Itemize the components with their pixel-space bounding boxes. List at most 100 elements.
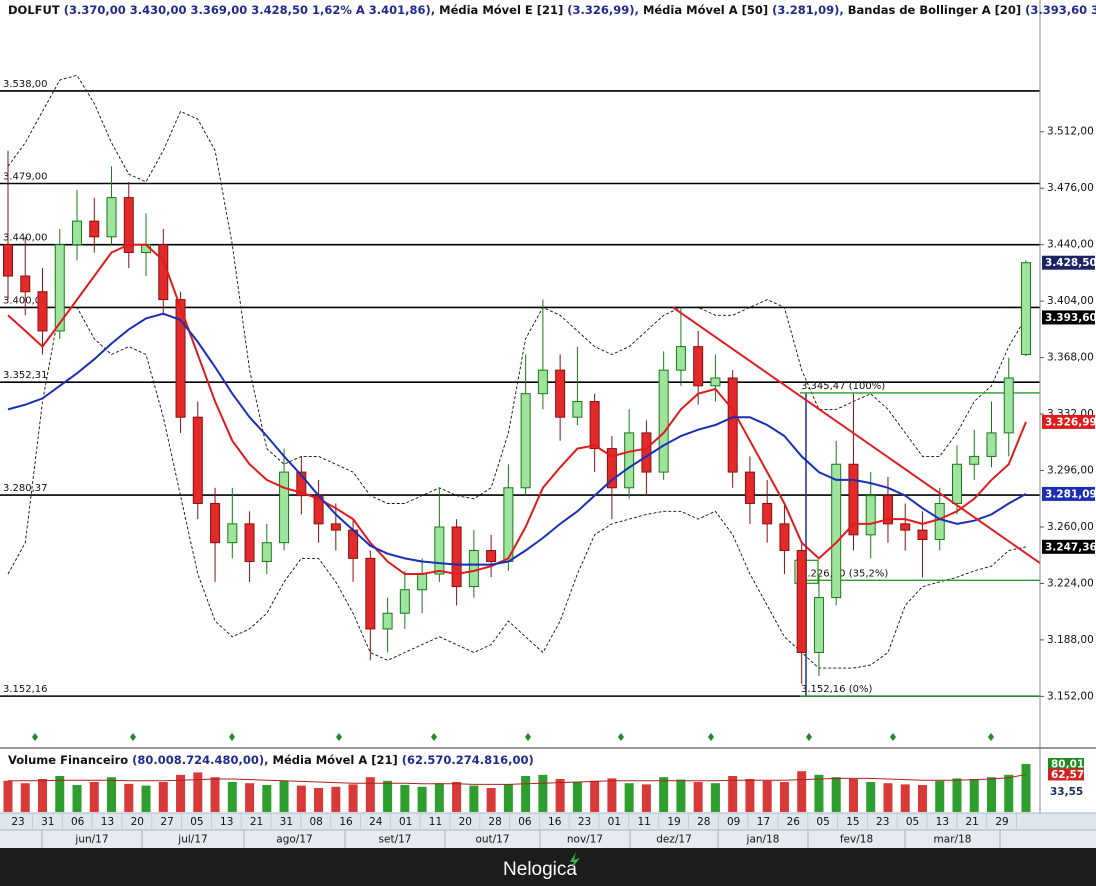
candle-body — [520, 393, 531, 489]
candle-body — [710, 377, 721, 387]
indicator-summary: (3.281,09), — [772, 3, 844, 17]
candle-body — [796, 550, 807, 653]
candle-body — [572, 401, 583, 418]
volume-bar — [641, 784, 651, 812]
volume-bar — [348, 784, 358, 812]
candle-body — [606, 448, 617, 489]
signal-marker — [988, 733, 994, 741]
volume-bar — [89, 782, 99, 812]
indicator-name: Bandas de Bollinger A [20] — [848, 3, 1021, 17]
x-tick-label: 31 — [280, 816, 293, 828]
candle-body — [348, 529, 359, 559]
volume-tag — [1048, 768, 1084, 781]
volume-bar — [55, 776, 65, 812]
candle-body — [675, 346, 686, 371]
x-tick-label: 21 — [250, 816, 263, 828]
level-label: 3.152,16 — [3, 684, 48, 695]
x-tick-label: 06 — [518, 816, 532, 828]
signal-marker — [890, 733, 896, 741]
fib-label: 3.226,00 (35,2%) — [801, 568, 888, 579]
volume-tag — [1048, 757, 1084, 770]
y-tick-label: 3.188,00 — [1047, 634, 1094, 646]
volume-title: Volume Financeiro — [8, 753, 128, 767]
candle-body — [831, 463, 842, 599]
candle-body — [1003, 377, 1014, 434]
candle-body — [296, 471, 307, 497]
volume-bar — [331, 786, 341, 812]
volume-bar — [365, 777, 375, 812]
signal-marker — [431, 733, 437, 741]
candle-body — [3, 244, 13, 277]
candle-body — [779, 523, 790, 552]
month-label: mar/18 — [934, 834, 972, 846]
candle-body — [762, 502, 773, 525]
x-tick-label: 05 — [906, 816, 919, 828]
volume-bar — [814, 774, 824, 812]
candle-body — [900, 523, 911, 531]
x-tick-label: 13 — [220, 816, 233, 828]
bollinger-lower — [7, 306, 1027, 669]
price-tag — [1042, 486, 1095, 501]
candle-body — [451, 526, 462, 588]
indicator-summary: (3.326,99), — [567, 3, 639, 17]
candle-body — [89, 220, 100, 238]
price-tag-label: 3.393,60 — [1045, 312, 1096, 324]
candle-body — [175, 299, 186, 418]
volume-bar — [590, 780, 600, 812]
candle-body — [503, 487, 514, 562]
volume-bar — [521, 776, 531, 812]
x-tick-label: 09 — [727, 816, 740, 828]
price-tag — [1042, 255, 1095, 270]
signal-marker — [708, 733, 714, 741]
candle-body — [417, 573, 428, 591]
x-tick-label: 24 — [369, 816, 383, 828]
candle-body — [123, 197, 134, 254]
x-tick-label: 13 — [936, 816, 949, 828]
x-tick-label: 19 — [667, 816, 680, 828]
bollinger-upper — [7, 74, 1027, 504]
volume-bar — [659, 777, 669, 812]
volume-bar — [1004, 774, 1014, 812]
candle-body — [865, 495, 876, 536]
x-tick-label: 08 — [309, 816, 322, 828]
indicator-name: Média Móvel A [21] — [273, 753, 398, 767]
volume-bar — [1021, 763, 1031, 812]
candle-body — [917, 529, 928, 541]
month-label: dez/17 — [656, 834, 692, 846]
x-tick-label: 11 — [637, 816, 650, 828]
x-tick-label: 05 — [190, 816, 203, 828]
y-tick-label: 3.476,00 — [1047, 182, 1094, 194]
x-tick-label: 23 — [578, 816, 591, 828]
y-tick-label: 3.260,00 — [1047, 521, 1094, 533]
x-tick-label: 01 — [608, 816, 621, 828]
candle-body — [382, 612, 393, 630]
month-label: nov/17 — [567, 834, 603, 846]
volume-bar — [262, 785, 272, 812]
footer-logo: Nelogica — [503, 859, 577, 880]
candle-body — [848, 463, 859, 536]
x-tick-label: 20 — [131, 816, 144, 828]
candle-body — [537, 369, 548, 395]
x-tick-label: 23 — [11, 816, 24, 828]
footer-icon — [570, 852, 580, 868]
volume-bar — [434, 783, 444, 812]
x-tick-label: 05 — [816, 816, 829, 828]
volume-bar — [72, 785, 82, 812]
volume-bar — [107, 777, 117, 812]
y-tick-label: 3.512,00 — [1047, 126, 1094, 138]
volume-bar — [400, 785, 410, 812]
level-label: 3.538,00 — [3, 79, 48, 90]
candle-body — [158, 244, 169, 301]
volume-bar — [176, 774, 186, 812]
candle-body — [969, 455, 980, 465]
volume-bar — [124, 783, 134, 812]
candle-body — [1021, 262, 1031, 355]
volume-bar — [469, 785, 479, 812]
axis-panel — [1040, 0, 1096, 812]
symbol-summary: (3.370,00 3.430,00 3.369,00 3.428,50 1,6… — [64, 3, 435, 17]
fib-label: 3.345,47 (100%) — [801, 381, 885, 392]
signal-marker — [130, 733, 136, 741]
signal-marker — [336, 733, 342, 741]
price-tag — [1042, 310, 1095, 325]
